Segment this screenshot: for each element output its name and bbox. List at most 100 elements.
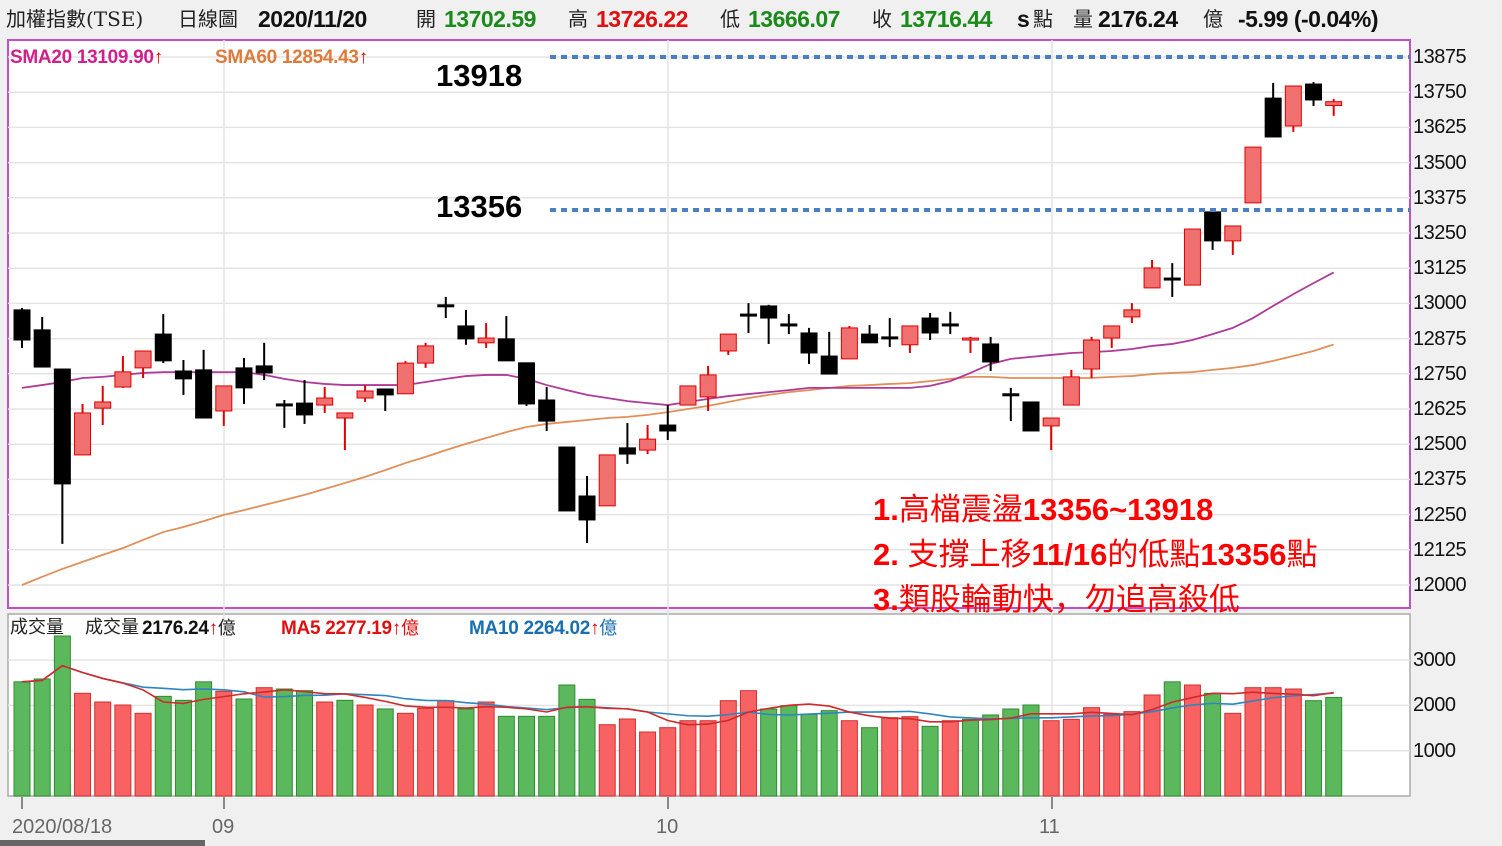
volume-bar bbox=[376, 708, 394, 797]
volume-label: 量 bbox=[1073, 7, 1093, 31]
upper-level-label: 13918 bbox=[436, 58, 523, 93]
candle bbox=[1264, 82, 1282, 138]
volume-tick-label: 2000 bbox=[1413, 694, 1456, 717]
sma60-legend: SMA60 12854.43↑ bbox=[215, 48, 368, 67]
sma60-group bbox=[21, 343, 1334, 586]
candle bbox=[921, 312, 939, 341]
candle bbox=[174, 360, 192, 395]
price-tick-label: 12875 bbox=[1413, 327, 1467, 350]
volume-bar bbox=[33, 678, 51, 797]
price-tick-label: 12000 bbox=[1413, 574, 1467, 596]
candle-body bbox=[1143, 267, 1161, 289]
candle-body bbox=[1062, 376, 1080, 406]
candle bbox=[1042, 417, 1060, 451]
candle-body bbox=[538, 399, 556, 422]
candle bbox=[33, 316, 51, 368]
volume-bar bbox=[296, 690, 314, 797]
volume-bar bbox=[820, 710, 838, 797]
candle bbox=[1143, 260, 1161, 289]
candle bbox=[800, 327, 818, 364]
candle bbox=[901, 325, 919, 353]
x-label: 11 bbox=[1039, 816, 1060, 838]
candle-body bbox=[679, 385, 697, 406]
note-text: 支撐上移 bbox=[907, 537, 1032, 573]
lower-level-label: 13356 bbox=[436, 189, 523, 224]
candle-body bbox=[154, 333, 172, 362]
volume-bar bbox=[1143, 694, 1161, 797]
volume-bar bbox=[1002, 708, 1020, 797]
candle-body bbox=[174, 370, 192, 380]
volume-bars bbox=[13, 635, 1343, 797]
candle-body bbox=[961, 337, 979, 341]
candle bbox=[558, 446, 576, 512]
x-label: 09 bbox=[212, 816, 235, 838]
volume-bar bbox=[739, 690, 757, 797]
note-num: 2. bbox=[873, 537, 908, 572]
scrollbar[interactable] bbox=[0, 840, 205, 846]
volume-bar bbox=[982, 714, 1000, 797]
candle bbox=[215, 385, 233, 426]
candle-body bbox=[457, 325, 475, 340]
note-level: 13356 bbox=[1200, 537, 1287, 572]
price-tick-label: 13000 bbox=[1413, 292, 1467, 315]
candle-body bbox=[134, 350, 152, 369]
candle-body bbox=[699, 374, 717, 398]
price-tick-label: 12750 bbox=[1413, 362, 1467, 385]
candle bbox=[396, 361, 414, 395]
candle-body bbox=[982, 343, 1000, 363]
price-tick-label: 13750 bbox=[1413, 81, 1467, 104]
candle bbox=[114, 356, 132, 388]
note-1: 1.高檔震盪13356~13918 bbox=[873, 494, 1213, 526]
candle-body bbox=[1083, 339, 1101, 370]
candle-body bbox=[861, 333, 879, 344]
candle bbox=[437, 296, 455, 319]
volume-bar bbox=[1305, 700, 1323, 797]
volume-bar bbox=[921, 725, 939, 797]
volume-bar bbox=[1022, 704, 1040, 797]
candle bbox=[13, 307, 31, 348]
volume-bar bbox=[356, 704, 374, 797]
unit: 億 bbox=[599, 618, 617, 639]
volume-bar bbox=[679, 720, 697, 797]
candle bbox=[1163, 263, 1181, 297]
volume-bar bbox=[538, 715, 556, 797]
volume-bar bbox=[1062, 718, 1080, 797]
volume-bar bbox=[578, 698, 596, 797]
note-date: 11/16 bbox=[1031, 537, 1108, 572]
value: MA10 2264.02 bbox=[469, 618, 591, 639]
up-arrow-icon: ↑ bbox=[153, 47, 164, 68]
volume-bar bbox=[618, 718, 636, 797]
up-arrow-icon: ↑ bbox=[208, 618, 219, 639]
volume-bar bbox=[558, 684, 576, 797]
volume-bar bbox=[255, 687, 273, 797]
candle-body bbox=[33, 329, 51, 368]
candle bbox=[780, 314, 798, 335]
candle-body bbox=[13, 309, 31, 341]
candle-body bbox=[618, 447, 636, 455]
high-label: 高 bbox=[568, 7, 588, 31]
candle-body bbox=[437, 304, 455, 308]
candle-body bbox=[1325, 101, 1343, 107]
candle-body bbox=[417, 345, 435, 364]
price-tick-label: 13875 bbox=[1413, 46, 1467, 68]
candle bbox=[538, 387, 556, 431]
volume-bar bbox=[174, 699, 192, 797]
index-name: 加權指數(TSE) bbox=[6, 7, 144, 31]
volume-ma10-line bbox=[21, 664, 1334, 720]
candle-body bbox=[396, 362, 414, 395]
volume-bar bbox=[1284, 688, 1302, 797]
candle bbox=[1224, 225, 1242, 255]
candle-body bbox=[901, 325, 919, 346]
candle bbox=[719, 333, 737, 355]
volume-ma-lines bbox=[21, 664, 1334, 726]
candle-body bbox=[1163, 277, 1181, 281]
candle-body bbox=[53, 368, 71, 485]
candle-body bbox=[1183, 228, 1201, 286]
candle bbox=[941, 311, 959, 335]
volume-bar bbox=[901, 716, 919, 797]
candle bbox=[134, 350, 152, 379]
candles bbox=[13, 82, 1343, 544]
candle-body bbox=[578, 495, 596, 521]
points-unit: 點 bbox=[1033, 7, 1053, 31]
candle bbox=[316, 387, 334, 413]
